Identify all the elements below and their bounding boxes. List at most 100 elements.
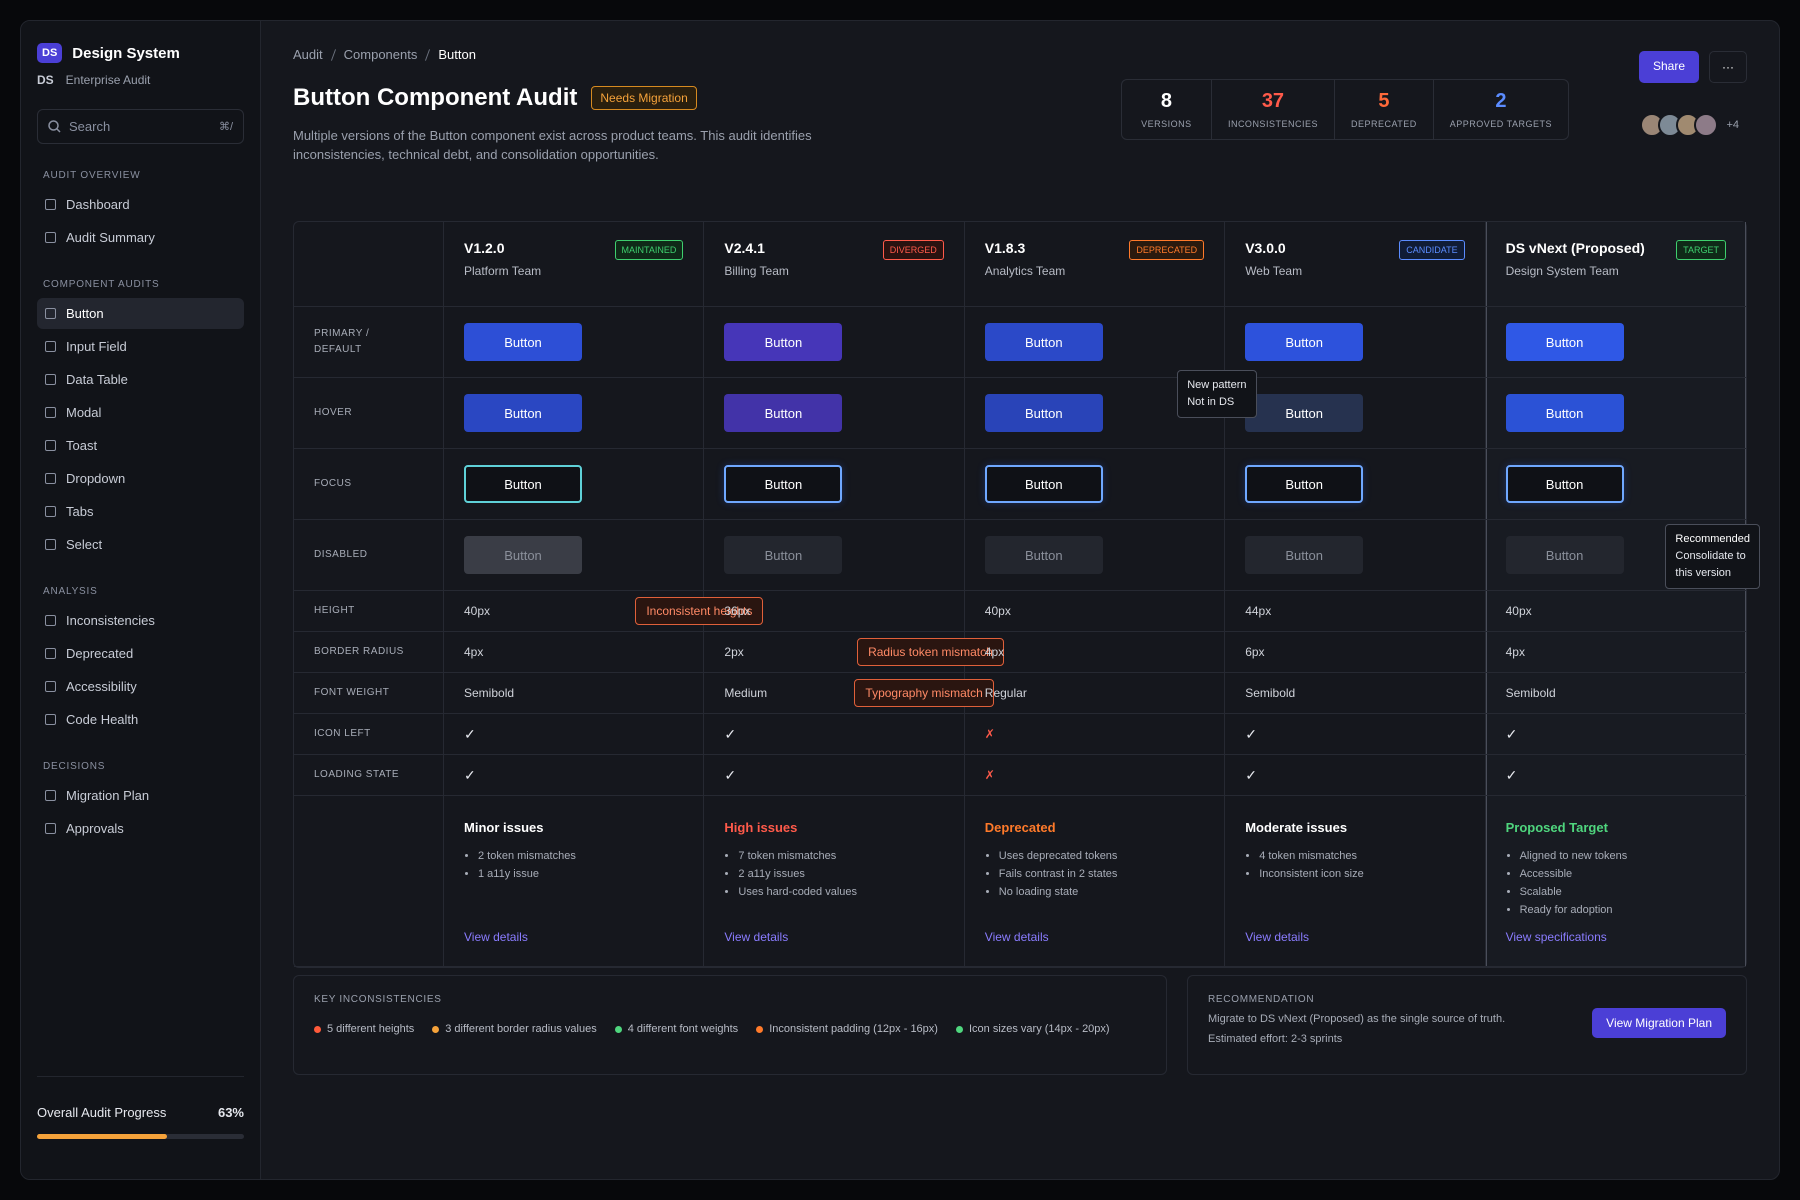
button-sample[interactable]: Button	[724, 323, 843, 361]
nav-label: Audit Summary	[66, 230, 155, 245]
spec-value: ✓	[1505, 766, 1518, 783]
nav-item[interactable]: Approvals	[37, 813, 244, 844]
state-cell: Button	[1225, 307, 1486, 377]
summary-item: Uses hard-coded values	[738, 883, 857, 901]
button-sample[interactable]: Button	[464, 465, 582, 503]
share-button[interactable]: Share	[1638, 51, 1699, 83]
button-sample[interactable]: Button	[1245, 323, 1364, 361]
migration-plan-button[interactable]: View Migration Plan	[1592, 1008, 1726, 1038]
org: DS Enterprise Audit	[37, 73, 244, 87]
breadcrumb-item[interactable]: Audit	[293, 47, 323, 62]
button-sample[interactable]: Button	[464, 323, 582, 361]
nav-item[interactable]: Code Health	[37, 704, 244, 735]
spec-value: ✗	[984, 727, 995, 741]
summary-link[interactable]: View details	[724, 930, 789, 944]
nav-item[interactable]: Input Field	[37, 331, 244, 362]
spec-value: Semibold	[1245, 686, 1296, 700]
spec-value: Semibold	[464, 686, 515, 700]
spec-value: ✓	[464, 766, 476, 783]
spec-cell: Medium Typography mismatch	[704, 673, 994, 713]
more-button[interactable]: ···	[1709, 51, 1747, 83]
button-sample[interactable]: Button	[1505, 323, 1624, 361]
button-sample[interactable]: Button	[984, 465, 1103, 503]
progress-label: Overall Audit Progress	[37, 1105, 167, 1120]
search[interactable]: Search ⌘/	[37, 109, 244, 144]
spec-cell: ✗	[965, 755, 1226, 795]
button-sample[interactable]: Button	[1245, 465, 1364, 503]
nav-label: Inconsistencies	[66, 613, 155, 628]
avatars-more: +4	[1726, 119, 1739, 131]
button-sample[interactable]: Button	[984, 394, 1103, 432]
nav-item[interactable]: Migration Plan	[37, 780, 244, 811]
row-label-cell: FOCUS	[294, 449, 444, 519]
recommendation: RECOMMENDATION Migrate to DS vNext (Propo…	[1187, 975, 1747, 1075]
version: V2.4.1	[724, 240, 765, 256]
button-sample[interactable]: Button	[1505, 465, 1624, 503]
nav-icon	[45, 199, 56, 210]
breadcrumb-item[interactable]: Button	[438, 47, 476, 62]
nav-item[interactable]: Data Table	[37, 364, 244, 395]
state-cell: Button Recommended Consolidate to this vers…	[1485, 520, 1760, 590]
annotation-recommended: Recommended Consolidate to this version	[1665, 524, 1760, 589]
annotation-new-pattern: New pattern Not in DS	[1177, 370, 1257, 418]
spec-value: 40px	[1505, 604, 1532, 618]
nav-item[interactable]: Select	[37, 529, 244, 560]
summary-list: Uses deprecated tokensFails contrast in …	[985, 847, 1118, 901]
button-sample[interactable]: Button	[1245, 394, 1364, 432]
button-sample[interactable]: Button	[464, 394, 582, 432]
button-sample[interactable]: Button	[724, 536, 843, 574]
spec-cell: Semibold	[1485, 673, 1746, 713]
state-cell: Button	[1225, 520, 1486, 590]
workspace-name[interactable]: Design System	[72, 44, 180, 62]
annotation-heights: Inconsistent heights	[635, 597, 764, 625]
button-sample[interactable]: Button	[724, 465, 843, 503]
row-label: FOCUS	[314, 478, 352, 489]
status-badge: Needs Migration	[591, 86, 697, 110]
table-row: V1.2.0 Platform Team MAINTAINED V2.4.1 Billi…	[294, 222, 1746, 307]
spec-value: 44px	[1245, 604, 1272, 618]
button-sample[interactable]: Button	[984, 536, 1103, 574]
key-item: 5 different heights	[314, 1023, 414, 1035]
nav-item[interactable]: Accessibility	[37, 671, 244, 702]
nav-item[interactable]: Toast	[37, 430, 244, 461]
nav-item[interactable]: Button	[37, 298, 244, 329]
spec-value: ✓	[1505, 725, 1518, 742]
summary-link[interactable]: View details	[984, 930, 1049, 944]
button-sample[interactable]: Button	[1245, 536, 1364, 574]
spec-cell: ✓	[1225, 714, 1486, 754]
team: Analytics Team	[984, 264, 1066, 278]
nav-item[interactable]: Modal	[37, 397, 244, 428]
breadcrumb-item[interactable]: Components	[343, 47, 418, 62]
row-label: HOVER	[314, 407, 353, 418]
summary-link[interactable]: View details	[464, 930, 528, 944]
key-item: 4 different font weights	[614, 1023, 738, 1035]
nav-item[interactable]: Inconsistencies	[37, 605, 244, 636]
spec-cell: Semibold	[1225, 673, 1486, 713]
button-sample[interactable]: Button	[464, 536, 582, 574]
nav-item[interactable]: Tabs	[37, 496, 244, 527]
button-sample[interactable]: Button	[1505, 536, 1624, 574]
button-sample[interactable]: Button	[984, 323, 1103, 361]
nav-item[interactable]: Deprecated	[37, 638, 244, 669]
spec-value: 36px	[724, 604, 751, 618]
key-dot	[756, 1025, 764, 1033]
page-title: Button Component Audit	[293, 84, 578, 111]
stat-label: VERSIONS	[1141, 119, 1192, 129]
nav-item[interactable]: Audit Summary	[37, 222, 244, 253]
key-text: Inconsistent padding (12px - 16px)	[769, 1023, 938, 1035]
nav-item[interactable]: Dashboard	[37, 189, 244, 220]
comparison-table: V1.2.0 Platform Team MAINTAINED V2.4.1 Billi…	[293, 221, 1760, 968]
summary-link[interactable]: View details	[1245, 930, 1310, 944]
summary-link[interactable]: View specifications	[1505, 930, 1607, 944]
nav-item[interactable]: Dropdown	[37, 463, 244, 494]
table-row: FOCUS Button Button Button Button Button	[294, 449, 1746, 520]
button-sample[interactable]: Button	[1505, 394, 1624, 432]
key-inconsistencies: KEY INCONSISTENCIES 5 different heights 3 …	[293, 975, 1167, 1075]
annotation-typography: Typography mismatch	[854, 679, 994, 707]
column-header: V2.4.1 Billing Team DIVERGED	[704, 222, 965, 306]
annotation-line: this version	[1675, 567, 1732, 579]
key-dot	[955, 1025, 963, 1033]
button-sample[interactable]: Button	[724, 394, 843, 432]
table-row: LOADING STATE ✓ ✓ ✗ ✓ ✓	[294, 755, 1746, 796]
